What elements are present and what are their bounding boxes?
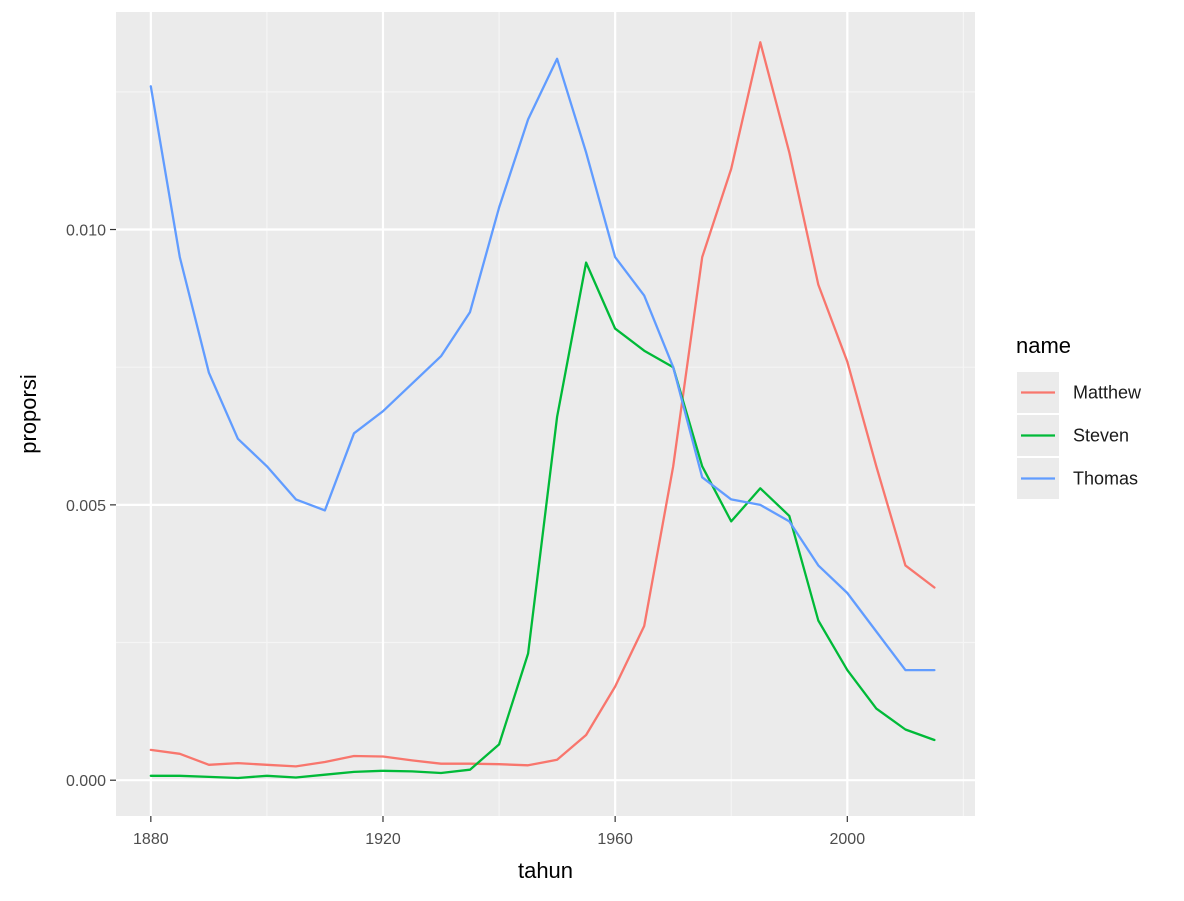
x-tick-label: 1920	[365, 831, 401, 848]
y-axis: 0.000 0.005 0.010	[66, 223, 116, 790]
x-axis-title: tahun	[518, 858, 573, 883]
x-tick-label: 1880	[133, 831, 169, 848]
legend-label: Thomas	[1073, 469, 1138, 489]
legend-label: Matthew	[1073, 383, 1142, 403]
legend-item-thomas: Thomas	[1017, 458, 1138, 499]
x-tick-label: 1960	[597, 831, 633, 848]
minor-gridlines	[116, 12, 975, 816]
x-tick-label: 2000	[830, 831, 866, 848]
series-line-steven	[149, 261, 936, 780]
series-lines	[149, 41, 936, 780]
y-tick-label: 0.010	[66, 223, 106, 240]
y-tick-label: 0.005	[66, 498, 106, 515]
plot-panel	[116, 12, 975, 816]
x-axis: 1880 1920 1960 2000	[133, 816, 865, 848]
legend-item-steven: Steven	[1017, 415, 1129, 456]
legend: name Matthew Steven Thomas	[1016, 333, 1142, 499]
y-tick-label: 0.000	[66, 773, 106, 790]
legend-item-matthew: Matthew	[1017, 372, 1142, 413]
series-line-thomas	[149, 57, 936, 672]
legend-label: Steven	[1073, 426, 1129, 446]
legend-title: name	[1016, 333, 1071, 358]
series-line-matthew	[149, 41, 936, 768]
legend-items: Matthew Steven Thomas	[1017, 372, 1142, 499]
y-axis-title: proporsi	[16, 374, 41, 453]
